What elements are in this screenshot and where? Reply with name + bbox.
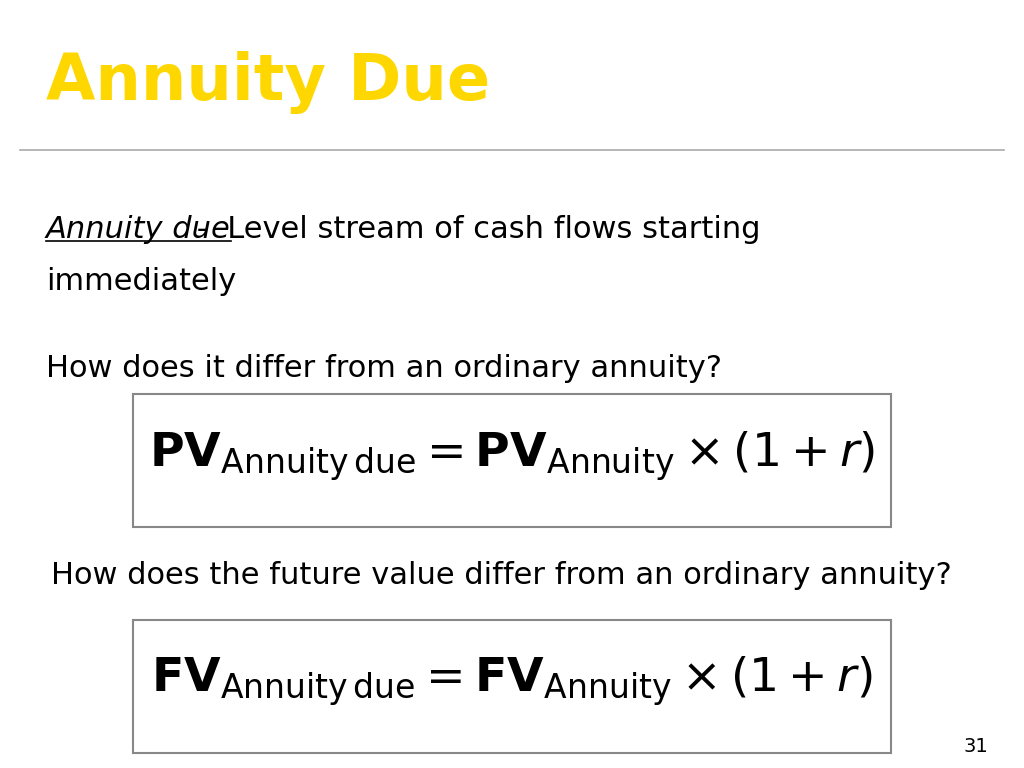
Text: 31: 31: [964, 737, 988, 756]
Text: How does the future value differ from an ordinary annuity?: How does the future value differ from an…: [51, 561, 952, 590]
Text: Annuity due: Annuity due: [46, 215, 230, 243]
Text: immediately: immediately: [46, 267, 237, 296]
Text: -  Level stream of cash flows starting: - Level stream of cash flows starting: [187, 215, 761, 243]
Text: How does it differ from an ordinary annuity?: How does it differ from an ordinary annu…: [46, 354, 722, 382]
Text: Annuity Due: Annuity Due: [46, 51, 490, 114]
Text: $\mathbf{PV}_{\mathrm{Annuity\,due}} = \mathbf{PV}_{\mathrm{Annuity}} \times (1 : $\mathbf{PV}_{\mathrm{Annuity\,due}} = \…: [148, 429, 876, 482]
Text: $\mathbf{FV}_{\mathrm{Annuity\,due}} = \mathbf{FV}_{\mathrm{Annuity}} \times (1 : $\mathbf{FV}_{\mathrm{Annuity\,due}} = \…: [152, 654, 872, 708]
